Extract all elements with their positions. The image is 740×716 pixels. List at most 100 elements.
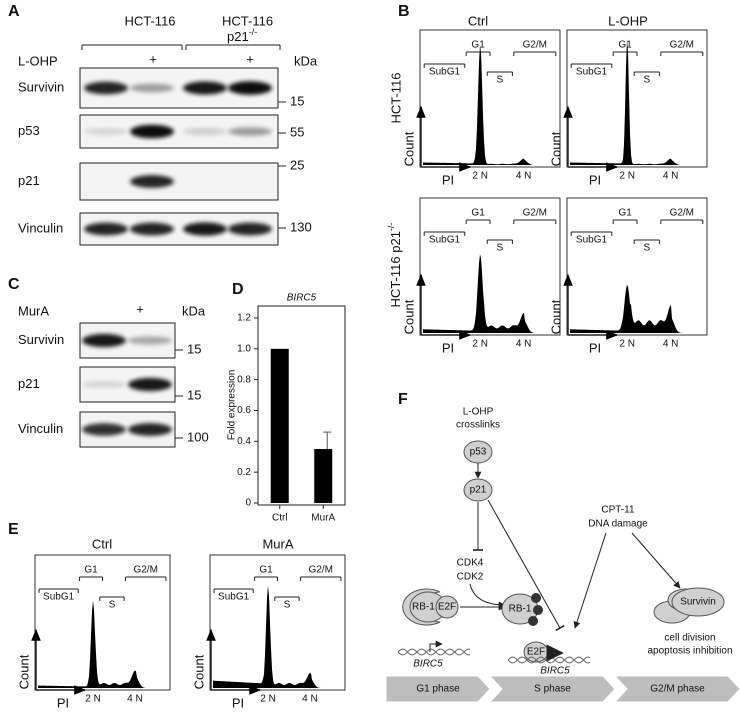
y-axis-label: Count <box>191 654 206 689</box>
gate-label: S <box>643 243 650 254</box>
phase-label: S phase <box>534 684 571 695</box>
peak-label: 4 N <box>127 694 143 705</box>
histogram <box>423 44 557 165</box>
outcome: cell division <box>664 633 715 644</box>
gate-label: G2/M <box>308 565 332 576</box>
cell-line: HCT-116 <box>124 13 175 28</box>
dna <box>507 656 591 664</box>
gate-label: SubG1 <box>429 235 461 246</box>
histogram-box <box>566 29 708 168</box>
stimulus: crosslinks <box>456 420 500 431</box>
histogram-box <box>209 554 346 691</box>
y-axis-label: Count <box>401 131 416 166</box>
band <box>228 127 272 136</box>
y-tick-label: 0.4 <box>237 436 251 447</box>
plus: + <box>136 301 144 316</box>
histogram <box>38 600 167 688</box>
phase-label: G2/M phase <box>650 684 705 695</box>
knockout-label: p21-/- <box>227 27 257 44</box>
unit-label: kDa <box>294 53 318 68</box>
panel-label: A <box>8 3 20 20</box>
knockout: p21 <box>227 29 249 44</box>
dna <box>397 648 471 656</box>
x-axis-label: PI <box>57 695 69 710</box>
y-tick-label: 0 <box>245 498 251 509</box>
gate-label: SubG1 <box>429 67 461 78</box>
condition-label: Ctrl <box>92 536 112 551</box>
survivin-shape <box>671 587 725 617</box>
kda-label: 15 <box>290 93 304 108</box>
promoter-arrow <box>429 640 443 652</box>
gate-label: G1 <box>471 208 485 219</box>
histogram-box <box>566 197 708 336</box>
band <box>84 222 128 236</box>
band <box>128 377 172 392</box>
outcome: apoptosis inhibition <box>647 646 732 657</box>
gate-label: SubG1 <box>43 592 75 603</box>
rb-label: RB-1 <box>412 602 435 613</box>
gate-label: S <box>496 75 503 86</box>
kda-label: 25 <box>290 157 304 172</box>
histogram-box <box>419 29 561 168</box>
y-tick-label: 1.2 <box>237 313 251 324</box>
panel-label: F <box>398 391 408 408</box>
gate-label: G2/M <box>133 565 157 576</box>
gate-label: G1 <box>259 565 273 576</box>
condition-label: L-OHP <box>608 13 648 28</box>
arrow <box>469 583 506 609</box>
kda-label: 55 <box>290 124 304 139</box>
y-axis-label: Count <box>548 131 563 166</box>
x-axis-label: PI <box>442 340 454 355</box>
bar <box>270 348 289 503</box>
y-tick-label: 0.2 <box>237 467 251 478</box>
band <box>130 175 174 188</box>
x-axis-label: PI <box>232 695 244 710</box>
panel-label: B <box>398 3 410 20</box>
x-axis-label: PI <box>442 172 454 187</box>
gate-label: G2/M <box>523 208 547 219</box>
panel-label: E <box>8 521 19 538</box>
x-axis-label: PI <box>589 340 601 355</box>
gate-label: G1 <box>618 40 632 51</box>
peak-label: 2 N <box>85 694 101 705</box>
band <box>183 81 227 95</box>
band <box>82 381 126 388</box>
e2f-node-shape <box>435 595 459 619</box>
band <box>128 336 172 345</box>
e2f-node: E2F <box>527 647 545 658</box>
phase-segment <box>488 675 616 703</box>
peak-label: 2 N <box>472 339 488 350</box>
gate-label: S <box>109 600 116 611</box>
peak-label: 4 N <box>516 339 532 350</box>
histogram <box>570 284 704 333</box>
peak-label: 4 N <box>516 171 532 182</box>
rb-phospho: RB-1 <box>509 604 532 615</box>
gate-label: S <box>643 75 650 86</box>
phosphate <box>528 616 538 626</box>
peak-label: 2 N <box>260 694 276 705</box>
blot-box <box>79 162 279 201</box>
condition-label: MurA <box>262 536 293 551</box>
peak-label: 4 N <box>663 171 679 182</box>
x-axis-label: PI <box>589 172 601 187</box>
protein-label: p21 <box>18 376 40 391</box>
band <box>130 83 174 93</box>
phase-label: G1 phase <box>416 684 460 695</box>
gate-label: S <box>284 600 291 611</box>
histogram-box <box>419 197 561 336</box>
knockout: HCT-116 p21 <box>388 231 403 307</box>
kda-label: 130 <box>290 219 312 234</box>
cell-line: HCT-116 <box>388 72 403 123</box>
gate-label: S <box>496 243 503 254</box>
protein-label: Survivin <box>18 79 64 94</box>
dna <box>397 648 471 656</box>
condition-label: Ctrl <box>468 13 488 28</box>
band <box>84 128 128 135</box>
y-axis-label: Count <box>548 299 563 334</box>
y-axis-label: Fold expression <box>227 370 238 441</box>
gate-label: G2/M <box>670 40 694 51</box>
p21-node: p21 <box>470 485 487 496</box>
protein-label: p53 <box>18 123 40 138</box>
protein-label: Survivin <box>18 332 64 347</box>
